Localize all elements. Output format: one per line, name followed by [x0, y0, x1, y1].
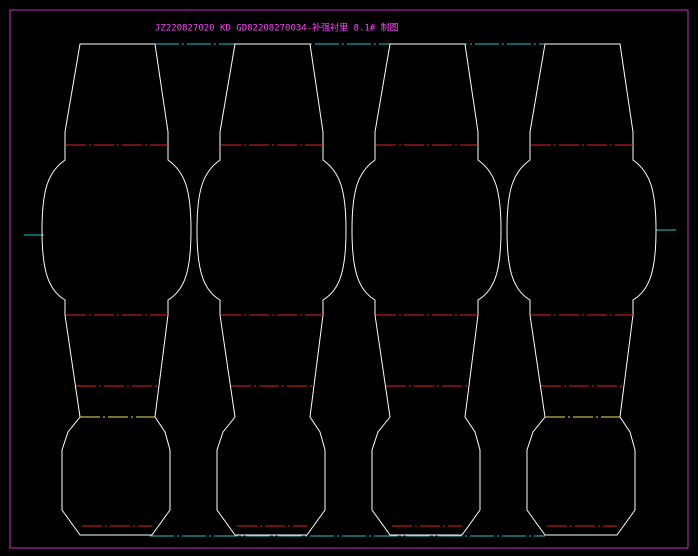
- drawing-title: JZ220827020 KD GD82208270034-补强衬里 8.1# 制…: [155, 22, 399, 34]
- pattern-piece: [41, 43, 192, 536]
- pattern-piece: [196, 43, 347, 536]
- pattern-piece: [506, 43, 657, 536]
- pattern-piece: [351, 43, 502, 536]
- frame: [9, 9, 689, 549]
